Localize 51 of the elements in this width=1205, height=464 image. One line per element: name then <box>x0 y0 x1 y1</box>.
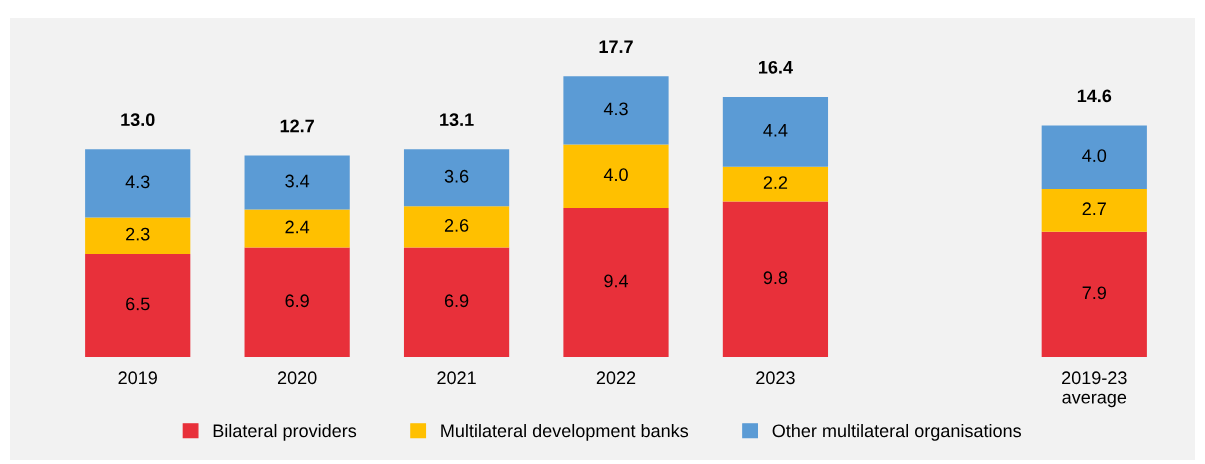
data-label: 3.6 <box>444 169 469 183</box>
data-label: 2.7 <box>1082 202 1106 215</box>
data-label: 2.4 <box>285 220 310 234</box>
total-label: 16.4 <box>759 60 793 74</box>
bar <box>85 149 191 218</box>
data-label: 2.6 <box>444 219 469 232</box>
data-label: 7.9 <box>1082 286 1106 300</box>
data-label: 4.3 <box>125 175 150 189</box>
x-tick-label: 2020 <box>277 371 317 385</box>
bar <box>722 96 829 167</box>
legend-label: Other multilateral organisations <box>772 423 1021 441</box>
total-label: 13.1 <box>440 113 474 127</box>
bar <box>244 209 350 248</box>
x-tick-label: 2019-23 average <box>1062 371 1127 408</box>
x-tick-label: 2021 <box>437 371 476 385</box>
data-label: 2.3 <box>126 227 150 241</box>
bar <box>403 247 510 357</box>
bar <box>1041 231 1147 357</box>
bar <box>1041 188 1147 232</box>
bar <box>85 217 191 254</box>
bar <box>403 149 510 207</box>
x-tick-label: 2023 <box>756 371 795 385</box>
total-label: 17.7 <box>599 40 633 53</box>
bar <box>244 247 350 357</box>
bar <box>563 207 669 357</box>
data-label: 9.8 <box>763 271 788 285</box>
data-label: 6.5 <box>126 297 150 311</box>
data-label: 6.9 <box>285 294 309 308</box>
data-label: 4.3 <box>603 102 628 116</box>
legend-label: Bilateral providers <box>213 423 357 441</box>
data-label: 4.4 <box>763 124 788 137</box>
data-label: 4.0 <box>1082 149 1107 163</box>
bar <box>85 253 191 357</box>
bar <box>563 76 669 145</box>
bar <box>244 155 350 210</box>
data-label: 4.0 <box>603 168 628 182</box>
legend-label: Multilateral development banks <box>441 423 689 441</box>
data-label: 2.2 <box>763 176 788 189</box>
bar <box>563 144 669 208</box>
data-label: 9.4 <box>604 274 629 288</box>
total-label: 12.7 <box>280 119 314 133</box>
bar <box>722 166 829 202</box>
x-tick-label: 2022 <box>596 371 636 385</box>
total-label: 13.0 <box>121 113 155 127</box>
bar <box>722 201 829 357</box>
total-label: 14.6 <box>1077 89 1112 103</box>
bar <box>1041 125 1147 189</box>
data-label: 3.4 <box>285 174 310 188</box>
x-tick-label: 2019 <box>118 371 157 385</box>
data-label: 6.9 <box>444 294 469 308</box>
bar <box>403 206 510 248</box>
